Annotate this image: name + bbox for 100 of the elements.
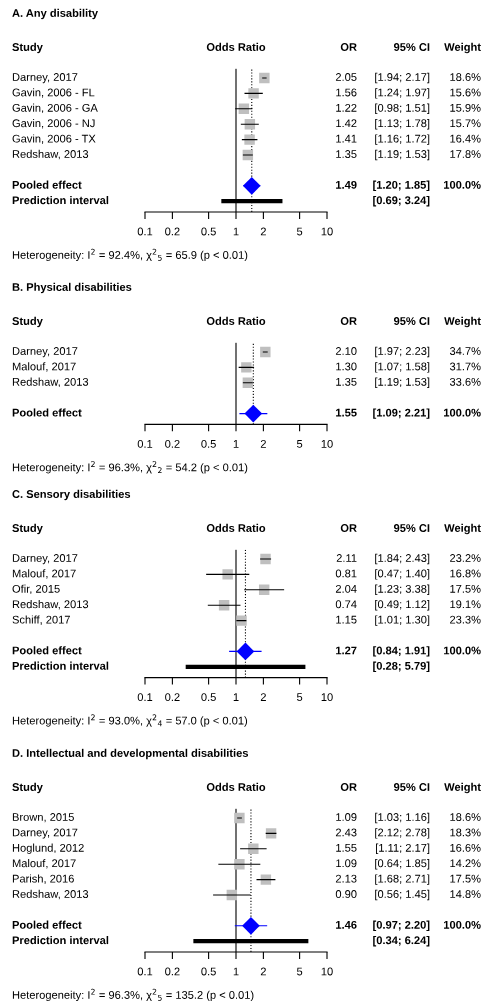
x-tick-label: 0.1	[137, 693, 153, 702]
data-label: 1.41	[336, 134, 357, 143]
text: 1.27	[336, 646, 357, 655]
x-tick-label: 0.2	[165, 967, 180, 976]
y-tick-label: Prediction interval	[12, 661, 109, 670]
x-tick-label: 10	[321, 967, 333, 976]
text: 100.0%	[444, 408, 481, 417]
text: [1.03; 1.16]	[375, 812, 430, 824]
text: [1.13; 1.78]	[375, 119, 430, 130]
x-tick-label: 2	[260, 967, 266, 976]
x-tick-label: 0.1	[137, 227, 153, 236]
text: 14.8%	[450, 890, 481, 898]
text: 18.6%	[450, 813, 481, 821]
text: [1.97; 2.23]	[375, 346, 430, 358]
text: 15.7%	[450, 119, 481, 128]
text: 15.6%	[450, 88, 481, 97]
text: 1.55	[336, 408, 357, 417]
data-label: 1.30	[336, 362, 357, 371]
text: [1.23; 3.38]	[375, 584, 430, 595]
text: 1.49	[336, 180, 357, 189]
x-tick-label: 1	[233, 227, 239, 236]
text: [1.24; 1.97]	[375, 88, 430, 99]
text: [1.07; 1.58]	[375, 362, 430, 373]
x-tick-label: 2	[260, 227, 266, 236]
text: 31.7%	[449, 362, 481, 371]
text: 18.3%	[450, 828, 481, 837]
y-tick-label: Redshaw, 2013	[12, 600, 89, 610]
text: [0.56; 1.45]	[375, 889, 430, 901]
text: [0.34; 6.24]	[373, 936, 430, 947]
text: [0.69; 3.24]	[373, 196, 430, 207]
text: [0.64; 1.85]	[375, 859, 430, 870]
y-tick-label: Malouf, 2017	[12, 569, 76, 579]
text: Study	[12, 42, 43, 54]
y-tick-label: Gavin, 2006 - GA	[12, 103, 98, 114]
data-label: 1.22	[336, 103, 357, 112]
text: A. Any disability	[12, 8, 98, 20]
y-tick-label: Pooled effect	[12, 408, 82, 417]
text: [1.01; 1.30]	[375, 615, 430, 626]
text: 16.6%	[450, 843, 481, 852]
text: 100.0%	[444, 646, 481, 655]
y-tick-label: Darney, 2017	[12, 73, 78, 84]
text: [1.09; 2.21]	[373, 408, 430, 419]
text: 17.5%	[450, 874, 481, 883]
text: 34.7%	[449, 347, 481, 355]
y-tick-label: Malouf, 2017	[12, 859, 76, 869]
text: 1.46	[336, 920, 357, 929]
y-tick-label: Brown, 2015	[12, 813, 74, 823]
x-tick-label: 0.5	[201, 227, 216, 236]
text: 18.6%	[450, 73, 481, 81]
text: [0.47; 1.40]	[375, 569, 430, 580]
text: Heterogeneity: I$^{2}$ = 96.3%, χ$^{2}$$_{2}$ = 54.2 (p < 0.01)	[12, 461, 248, 474]
y-tick-label: Parish, 2016	[12, 874, 74, 884]
x-tick-label: 10	[321, 439, 333, 448]
data-label: 0.81	[335, 569, 357, 578]
text: 23.2%	[450, 554, 481, 562]
text: 23.3%	[450, 615, 481, 624]
text: [0.28; 5.79]	[373, 661, 430, 672]
data-label: 2.04	[335, 584, 357, 593]
x-tick-label: 0.2	[165, 693, 180, 702]
data-label: 1.09	[336, 813, 357, 821]
x-axis-title: Odds Ratio	[206, 523, 266, 532]
x-tick-label: 5	[296, 693, 303, 702]
x-tick-label: 5	[296, 967, 303, 976]
text: Heterogeneity: I$^{2}$ = 92.4%, χ$^{2}$$_{5}$ = 65.9 (p < 0.01)	[12, 248, 248, 262]
data-label: 2.11	[336, 554, 357, 562]
text: Study	[12, 316, 43, 328]
x-tick-label: 0.5	[201, 967, 216, 976]
text: OR	[340, 43, 357, 51]
x-tick-label: 2	[260, 439, 266, 448]
text: 95% CI	[393, 783, 430, 791]
text: [1.84; 2.43]	[375, 553, 430, 565]
data-label: 0.90	[335, 890, 357, 898]
text: OR	[340, 783, 357, 791]
x-tick-label: 0.1	[137, 967, 153, 976]
data-label: 0.74	[335, 600, 357, 609]
text: 17.5%	[450, 584, 481, 593]
x-tick-label: 10	[321, 227, 333, 236]
text: Weight	[444, 782, 481, 794]
y-tick-label: Malouf, 2017	[12, 362, 76, 372]
x-tick-label: 5	[296, 440, 303, 448]
text: Study	[12, 782, 43, 794]
text: 95% CI	[393, 317, 430, 325]
y-tick-label: Pooled effect	[12, 646, 82, 655]
text: 16.4%	[450, 134, 481, 143]
y-tick-label: Ofir, 2015	[12, 584, 60, 595]
text: 95% CI	[393, 524, 430, 532]
chart-title: B. Physical disabilities	[12, 282, 132, 294]
x-tick-label: 1	[233, 440, 239, 448]
x-tick-label: 0.2	[165, 439, 180, 448]
text: Weight	[444, 42, 481, 54]
x-tick-label: 2	[260, 693, 266, 701]
data-label: 1.35	[336, 150, 357, 158]
x-tick-label: 0.5	[201, 439, 216, 448]
text: 17.8%	[450, 150, 481, 158]
y-tick-label: Darney, 2017	[12, 554, 78, 565]
y-tick-label: Pooled effect	[12, 180, 82, 189]
y-tick-label: Pooled effect	[12, 920, 82, 929]
y-tick-label: Darney, 2017	[12, 347, 78, 358]
x-tick-label: 0.5	[201, 693, 216, 702]
text: [0.98; 1.51]	[375, 103, 430, 114]
